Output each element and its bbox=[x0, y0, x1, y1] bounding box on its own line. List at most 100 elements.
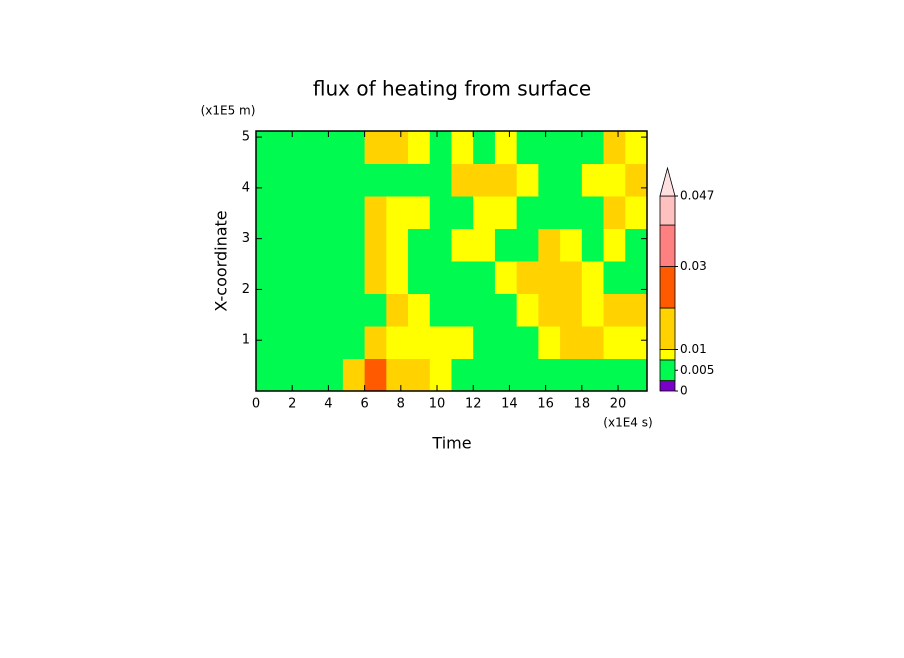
contour-cell bbox=[408, 293, 431, 327]
contour-cell bbox=[581, 293, 605, 327]
y-unit: (x1E5 m) bbox=[201, 104, 256, 118]
contour-cell bbox=[299, 228, 322, 262]
contour-cell bbox=[473, 196, 496, 229]
contour-cell bbox=[386, 163, 409, 197]
x-tick-label: 8 bbox=[397, 397, 405, 412]
y-axis-label: X-coordinate bbox=[212, 210, 231, 311]
colorbar-segment bbox=[659, 359, 676, 382]
contour-cell bbox=[429, 293, 452, 327]
contour-cell bbox=[581, 163, 605, 197]
contour-cell bbox=[625, 261, 648, 294]
contour-cell bbox=[256, 261, 279, 294]
y-tick-label: 4 bbox=[242, 180, 250, 195]
contour-cell bbox=[603, 293, 626, 327]
contour-cell bbox=[538, 163, 561, 197]
contour-cell bbox=[473, 326, 496, 359]
contour-cell bbox=[299, 196, 322, 229]
colorbar-segment bbox=[659, 195, 676, 226]
contour-cell bbox=[386, 293, 409, 327]
contour-cell bbox=[256, 358, 279, 392]
colorbar-extension bbox=[659, 166, 676, 197]
contour-cell bbox=[364, 261, 387, 294]
contour-cell bbox=[429, 326, 452, 359]
contour-cell bbox=[364, 196, 387, 229]
contour-cell bbox=[256, 131, 279, 164]
contour-cell bbox=[321, 293, 344, 327]
x-unit: (x1E4 s) bbox=[603, 416, 652, 430]
contour-cell bbox=[516, 326, 539, 359]
contour-cell bbox=[494, 131, 518, 164]
contour-cell bbox=[386, 131, 409, 164]
contour-cell bbox=[342, 293, 366, 327]
contour-cell bbox=[386, 261, 409, 294]
contour-cell bbox=[451, 326, 474, 359]
contour-cell bbox=[299, 326, 322, 359]
contour-cell bbox=[299, 131, 322, 164]
plot-frame bbox=[255, 130, 648, 392]
contour-cell bbox=[408, 326, 431, 359]
contour-cell bbox=[408, 196, 431, 229]
contour-cell bbox=[560, 196, 583, 229]
contour-cell bbox=[299, 293, 322, 327]
contour-cell bbox=[408, 261, 431, 294]
contour-cell bbox=[342, 358, 366, 392]
contour-cell bbox=[429, 196, 452, 229]
contour-cell bbox=[516, 131, 539, 164]
contour-cell bbox=[256, 326, 279, 359]
contour-cell bbox=[364, 131, 387, 164]
contour-cell bbox=[277, 196, 300, 229]
contour-cell bbox=[516, 293, 539, 327]
contour-cell bbox=[386, 358, 409, 392]
x-tick-label: 16 bbox=[537, 397, 554, 412]
contour-cell bbox=[625, 358, 648, 392]
contour-cell bbox=[364, 228, 387, 262]
colorbar-tick-label: 0.047 bbox=[680, 189, 714, 203]
contour-cell bbox=[342, 131, 366, 164]
contour-cell bbox=[321, 131, 344, 164]
contour-cell bbox=[473, 163, 496, 197]
contour-cell bbox=[560, 131, 583, 164]
contour-cell bbox=[538, 293, 561, 327]
contour-cell bbox=[256, 196, 279, 229]
contour-cell bbox=[321, 163, 344, 197]
contour-cell bbox=[538, 196, 561, 229]
contour-cell bbox=[473, 293, 496, 327]
contour-cell bbox=[299, 163, 322, 197]
contour-cell bbox=[603, 261, 626, 294]
contour-cell bbox=[473, 261, 496, 294]
contour-cell bbox=[473, 131, 496, 164]
contour-cell bbox=[603, 326, 626, 359]
contour-cell bbox=[451, 228, 474, 262]
x-tick-label: 4 bbox=[324, 397, 332, 412]
contour-cell bbox=[451, 196, 474, 229]
contour-cell bbox=[321, 228, 344, 262]
contour-cell bbox=[603, 131, 626, 164]
contour-cell bbox=[321, 196, 344, 229]
contour-cell bbox=[625, 131, 648, 164]
contour-cell bbox=[516, 228, 539, 262]
contour-cell bbox=[408, 163, 431, 197]
contour-cell bbox=[342, 228, 366, 262]
contour-cell bbox=[364, 293, 387, 327]
contour-cell bbox=[299, 261, 322, 294]
contour-cell bbox=[342, 261, 366, 294]
contour-cell bbox=[429, 131, 452, 164]
contour-cell bbox=[256, 293, 279, 327]
contour-cell bbox=[386, 196, 409, 229]
contour-cell bbox=[494, 326, 518, 359]
contour-cell bbox=[494, 358, 518, 392]
colorbar-segment bbox=[659, 266, 676, 309]
contour-cell bbox=[408, 131, 431, 164]
contour-cell bbox=[277, 293, 300, 327]
contour-cell bbox=[494, 228, 518, 262]
x-tick-label: 12 bbox=[465, 397, 482, 412]
contour-cell bbox=[277, 131, 300, 164]
contour-cell bbox=[342, 196, 366, 229]
x-tick-label: 10 bbox=[429, 397, 446, 412]
x-tick-label: 2 bbox=[288, 397, 296, 412]
contour-cell bbox=[321, 326, 344, 359]
contour-cell bbox=[408, 358, 431, 392]
contour-cell bbox=[581, 228, 605, 262]
contour-cell bbox=[342, 163, 366, 197]
